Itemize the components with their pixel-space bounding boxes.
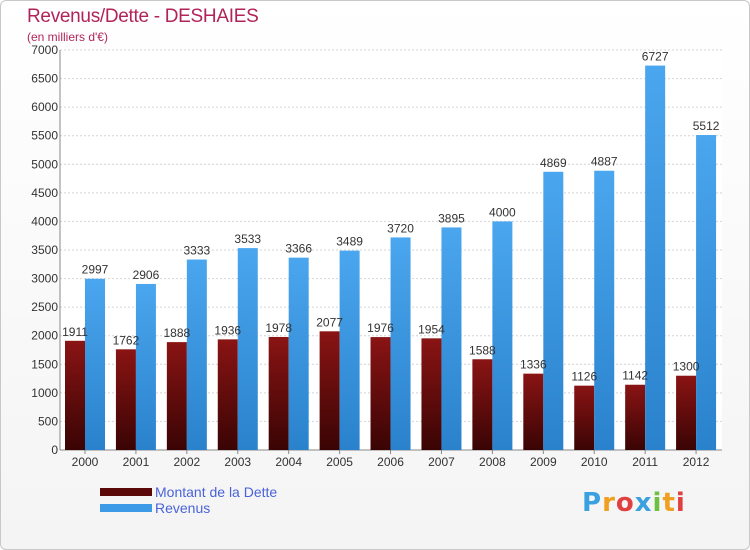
bar-dette xyxy=(115,349,136,450)
y-tick-label: 1000 xyxy=(31,386,58,400)
data-label-revenus: 4887 xyxy=(591,155,618,169)
y-tick-label: 6500 xyxy=(31,72,58,86)
bar-dette xyxy=(319,331,340,450)
bar-revenus xyxy=(645,65,666,450)
data-label-revenus: 3720 xyxy=(387,221,414,235)
y-tick-label: 6000 xyxy=(31,100,58,114)
bar-revenus xyxy=(186,259,207,450)
logo-letter: i xyxy=(675,488,686,518)
legend-item-revenus: Revenus xyxy=(100,500,360,518)
y-tick-label: 4500 xyxy=(31,186,58,200)
data-label-dette: 1936 xyxy=(214,323,241,337)
bar-revenus xyxy=(492,221,513,450)
bar-revenus xyxy=(339,250,360,450)
bar-dette xyxy=(625,384,646,450)
x-tick-label: 2001 xyxy=(123,455,150,469)
bar-revenus xyxy=(441,227,462,450)
data-label-revenus: 2906 xyxy=(133,268,160,282)
y-tick-label: 500 xyxy=(38,414,58,428)
data-label-dette: 1976 xyxy=(367,321,394,335)
proxiti-logo: Proxiti xyxy=(582,488,686,518)
y-tick-label: 5000 xyxy=(31,157,58,171)
data-label-dette: 1978 xyxy=(265,321,292,335)
bar-dette xyxy=(65,340,85,450)
x-tick-label: 2000 xyxy=(72,455,99,469)
bar-revenus xyxy=(543,171,564,450)
y-tick-label: 7000 xyxy=(31,43,58,57)
bar-revenus xyxy=(288,257,309,450)
bar-revenus xyxy=(390,237,411,450)
data-label-revenus: 6727 xyxy=(642,50,669,64)
y-tick-label: 1500 xyxy=(31,357,58,371)
bar-revenus xyxy=(594,170,615,450)
data-label-revenus: 2997 xyxy=(82,263,109,277)
logo-letter: x xyxy=(634,488,653,518)
data-label-revenus: 5512 xyxy=(693,119,720,133)
x-tick-label: 2010 xyxy=(581,455,608,469)
x-tick-label: 2008 xyxy=(479,455,506,469)
legend-label-dette: Montant de la Dette xyxy=(155,484,278,500)
bar-dette xyxy=(370,337,391,450)
bar-dette xyxy=(523,373,544,450)
logo-letter: i xyxy=(652,488,663,518)
data-label-dette: 1336 xyxy=(520,358,547,372)
data-label-revenus: 4000 xyxy=(489,205,516,219)
bar-dette xyxy=(472,359,493,450)
y-tick-label: 3000 xyxy=(31,272,58,286)
data-label-revenus: 3489 xyxy=(336,235,363,249)
bar-dette xyxy=(268,336,289,450)
x-tick-label: 2007 xyxy=(428,455,455,469)
data-label-dette: 1142 xyxy=(622,369,648,383)
bar-dette xyxy=(217,339,238,450)
bar-dette xyxy=(676,375,697,450)
data-label-dette: 1762 xyxy=(113,333,140,347)
data-label-revenus: 3333 xyxy=(183,244,210,258)
y-tick-label: 2500 xyxy=(31,300,58,314)
x-tick-label: 2003 xyxy=(224,455,251,469)
data-label-dette: 1588 xyxy=(469,343,496,357)
chart-subtitle: (en milliers d'€) xyxy=(27,30,108,44)
data-label-dette: 1954 xyxy=(418,322,445,336)
legend-swatch-revenus xyxy=(100,504,152,512)
data-label-dette: 1300 xyxy=(673,360,700,374)
data-label-revenus: 3533 xyxy=(234,232,261,246)
data-label-revenus: 3366 xyxy=(285,242,312,256)
legend-label-revenus: Revenus xyxy=(155,500,211,516)
data-label-dette: 1888 xyxy=(163,326,190,340)
legend-swatch-dette xyxy=(100,488,152,496)
logo-letter: o xyxy=(615,488,635,518)
x-tick-label: 2002 xyxy=(173,455,200,469)
x-tick-label: 2009 xyxy=(530,455,557,469)
bar-revenus xyxy=(85,278,105,450)
x-tick-label: 2004 xyxy=(275,455,302,469)
x-tick-label: 2005 xyxy=(326,455,353,469)
logo-letter: P xyxy=(582,488,603,518)
x-tick-label: 2012 xyxy=(683,455,710,469)
bar-dette xyxy=(574,385,595,450)
y-tick-label: 2000 xyxy=(31,329,58,343)
y-tick-label: 0 xyxy=(51,443,58,457)
bar-revenus xyxy=(135,283,156,450)
y-tick-label: 4000 xyxy=(31,214,58,228)
bar-dette xyxy=(421,338,442,450)
bar-revenus xyxy=(237,248,258,450)
bar-dette xyxy=(166,342,187,450)
data-label-dette: 1911 xyxy=(62,325,88,339)
x-tick-label: 2006 xyxy=(377,455,404,469)
chart-title: Revenus/Dette - DESHAIES xyxy=(27,6,259,27)
bar-revenus xyxy=(696,135,717,450)
data-label-dette: 1126 xyxy=(571,370,597,384)
y-tick-label: 5500 xyxy=(31,129,58,143)
legend-item-dette: Montant de la Dette xyxy=(100,484,360,502)
x-tick-label: 2011 xyxy=(632,455,658,469)
data-label-revenus: 3895 xyxy=(438,211,465,225)
logo-letter: r xyxy=(602,488,616,518)
data-label-revenus: 4869 xyxy=(540,156,567,170)
y-tick-label: 3500 xyxy=(31,243,58,257)
data-label-dette: 2077 xyxy=(316,315,343,329)
logo-letter: t xyxy=(662,488,676,518)
